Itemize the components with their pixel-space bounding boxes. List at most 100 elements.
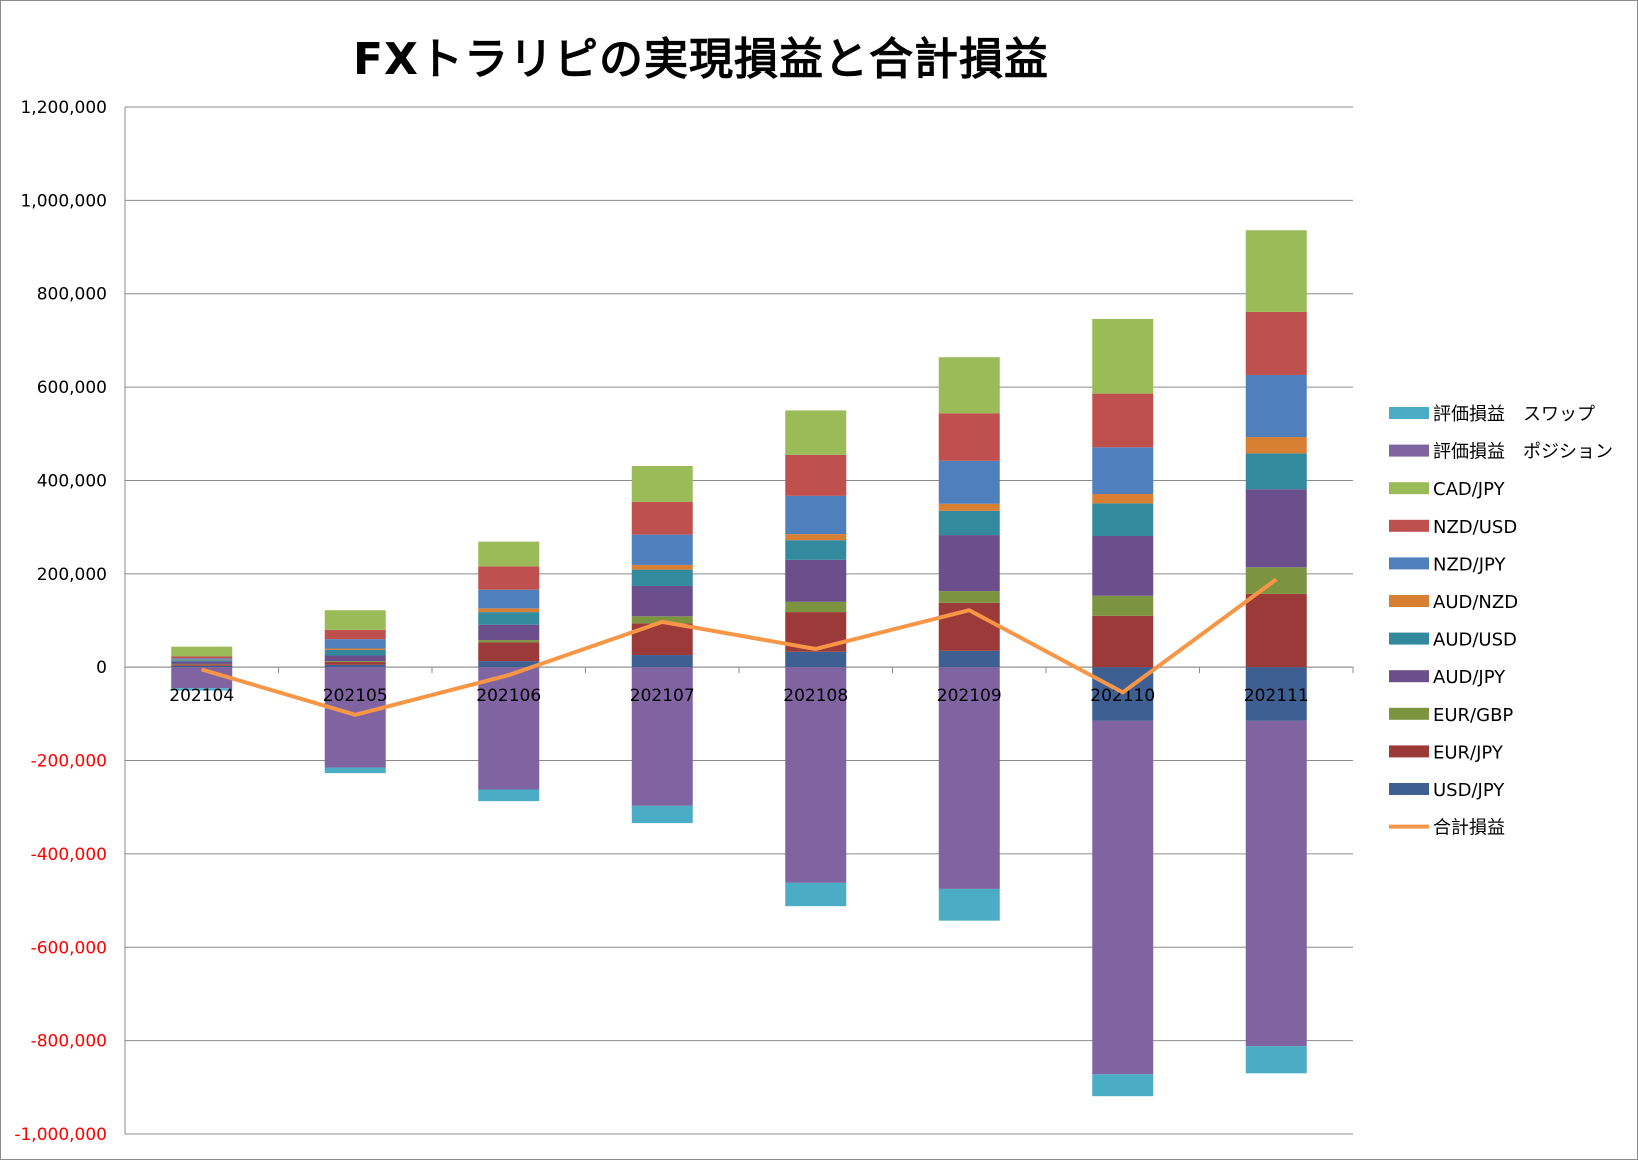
y-tick-label: -800,000 [31,1032,107,1052]
bar-segment [631,655,693,668]
bar-segment [631,564,693,570]
bar-segment [324,664,386,668]
bar-segment [324,767,386,774]
bar-segment [171,658,233,660]
bar-segment [1245,667,1307,721]
x-tick-label: 202111 [1244,686,1309,706]
bar-segment [1092,595,1154,616]
bar-segment [1092,536,1154,596]
bar-segment [631,616,693,624]
bar-segment [171,665,233,668]
x-tick-label: 202107 [630,686,695,706]
bar-segment [324,649,386,656]
legend-label: CAD/JPY [1433,479,1506,500]
y-tick-label: 600,000 [37,378,107,398]
bar-segment [478,624,540,641]
total-point [1122,691,1124,693]
bar-segment [631,805,693,824]
bar-segment [171,661,233,664]
bar-segment [1092,447,1154,494]
y-tick-label: 400,000 [37,471,107,491]
bar-segment [785,559,847,602]
total-point [815,648,817,650]
bar-segment [478,566,540,590]
legend-marker [1389,557,1429,570]
bar-segment [785,651,847,668]
bar-segment [171,656,233,659]
x-tick-label: 202109 [937,686,1002,706]
legend-label: 評価損益 ポジション [1433,442,1613,463]
total-point [661,621,663,623]
legend-label: EUR/GBP [1433,705,1513,726]
bar-segment [1245,1046,1307,1074]
legend-marker [1389,595,1429,607]
bar-segment [785,495,847,535]
bar-segment [324,629,386,640]
y-tick-label: -1,000,000 [14,1125,107,1145]
bar-segment [478,612,540,625]
y-tick-label: 200,000 [37,565,107,585]
bar-segment [631,667,693,806]
bar-segment [478,541,540,567]
bar-segment [785,540,847,560]
legend-marker [1389,745,1429,758]
bar-segment [785,454,847,496]
bar-segment [938,357,1000,414]
legend-marker [1389,670,1429,683]
bar-segment [631,465,693,502]
bar-segment [1245,489,1307,568]
bar-segment [785,410,847,455]
bar-segment [631,501,693,535]
legend-label: AUD/JPY [1433,667,1506,688]
legend-label: USD/JPY [1433,780,1505,801]
total-point [201,669,203,671]
bar-segment [938,460,1000,504]
bar-segment [1245,230,1307,312]
y-tick-label: -600,000 [31,938,107,958]
x-tick-label: 202105 [323,686,388,706]
bar-segment [1092,1074,1154,1097]
bar-segment [1245,593,1307,668]
bar-segment [1092,503,1154,537]
bar-segment [938,503,1000,511]
x-tick-label: 202104 [169,686,234,706]
bar-segment [478,661,540,668]
legend-marker [1389,482,1429,495]
bar-segment [938,650,1000,668]
bar-segment [938,535,1000,592]
bar-segment [1245,374,1307,438]
bar-segment [938,667,1000,889]
bar-segment [324,667,386,768]
bar-segment [938,413,1000,461]
legend-marker [1389,444,1429,457]
bar-segment [478,640,540,643]
bar-segment [324,655,386,662]
bar-segment [938,591,1000,603]
bar-segment [324,639,386,649]
y-tick-label: 1,200,000 [20,98,107,118]
legend-label: 評価損益 スワップ [1433,404,1595,425]
bar-segment [1092,393,1154,448]
y-tick-label: -200,000 [31,752,107,772]
bar-segment [1092,318,1154,394]
legend-label: NZD/USD [1433,517,1517,538]
bar-segment [631,534,693,565]
bar-segment [478,642,540,662]
x-tick-label: 202110 [1090,686,1155,706]
y-tick-label: 1,000,000 [20,191,107,211]
bar-segment [324,661,386,663]
legend-label: AUD/NZD [1433,592,1518,613]
x-tick-label: 202108 [783,686,848,706]
bar-segment [1245,437,1307,454]
bar-segment [1245,453,1307,490]
legend-label: NZD/JPY [1433,554,1506,575]
bar-segment [478,589,540,609]
bar-segment [1245,720,1307,1047]
total-point [354,714,356,716]
bar-segment [938,888,1000,921]
legend-label: 合計損益 [1433,818,1505,839]
y-tick-label: 800,000 [37,285,107,305]
total-point [508,674,510,676]
bar-segment [631,569,693,586]
